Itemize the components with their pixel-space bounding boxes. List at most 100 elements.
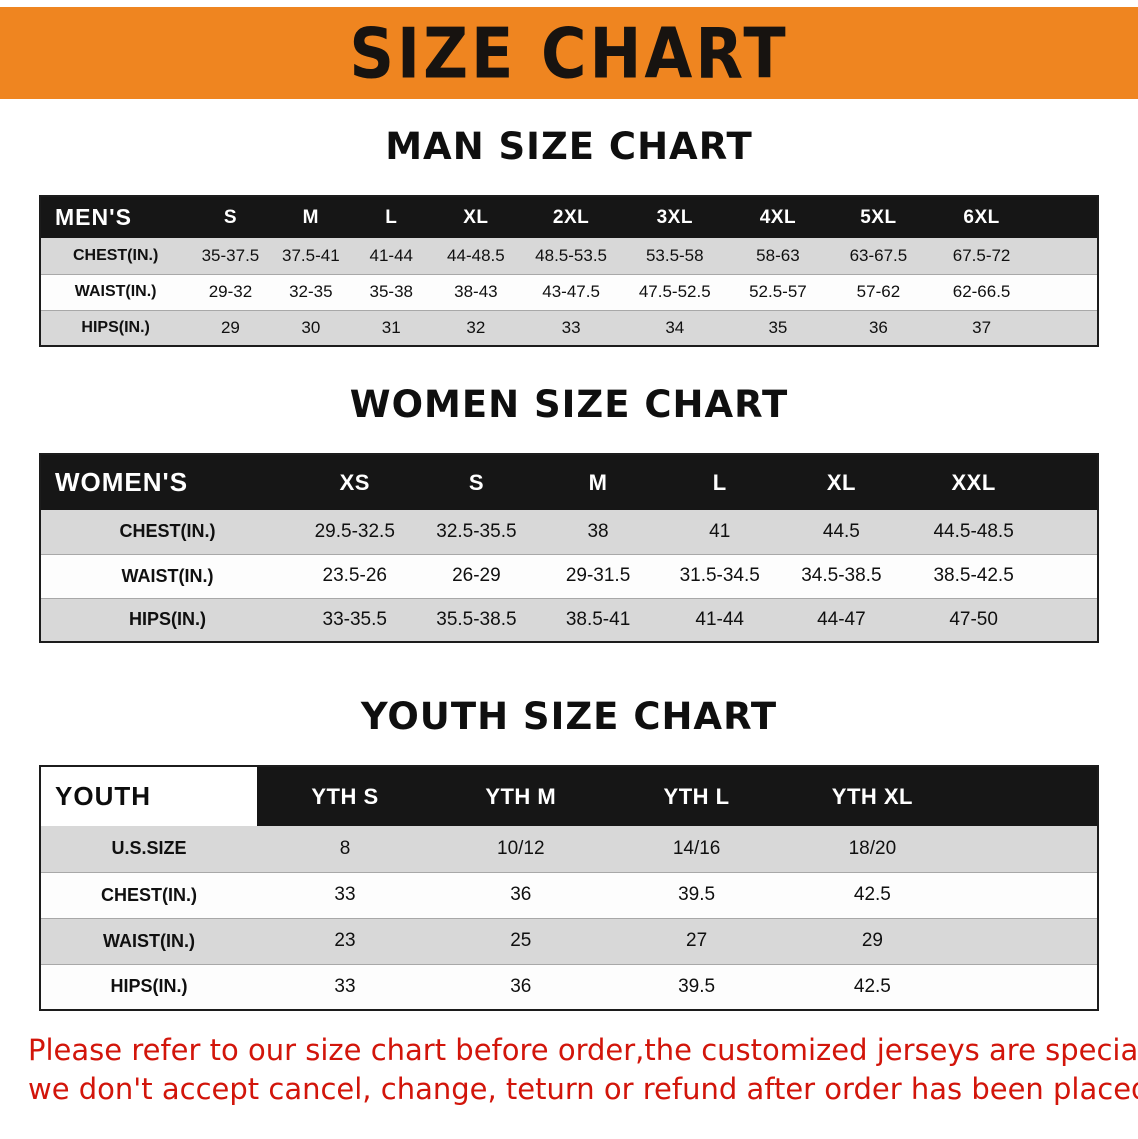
table-row: WAIST(IN.) 29-32 32-35 35-38 38-43 43-47.5 47.… bbox=[40, 274, 1098, 310]
value-cell: 36 bbox=[868, 317, 888, 337]
value-cell: 38-43 bbox=[454, 282, 498, 301]
women-size-table: WOMEN'S XS S M L XL XXL CHEST(IN.) 29.5-32.5 32.5… bbox=[39, 453, 1099, 643]
row-label: HIPS(IN.) bbox=[81, 318, 150, 336]
banner: SIZE CHART bbox=[0, 7, 1138, 99]
value-cell: 29.5-32.5 bbox=[314, 520, 395, 542]
column-header: L bbox=[351, 196, 432, 238]
table-group-label: WOMEN'S bbox=[40, 454, 294, 510]
value-cell: 35-38 bbox=[369, 282, 413, 301]
men-size-chart-section: MAN SIZE CHART MEN'S S M L XL 2XL 3XL 4XL 5XL 6XL… bbox=[0, 125, 1138, 347]
value-cell: 25 bbox=[510, 930, 532, 951]
table-row: HIPS(IN.) 33-35.5 35.5-38.5 38.5-41 41-44 44-… bbox=[40, 598, 1098, 642]
row-filler bbox=[1045, 554, 1098, 598]
row-label: CHEST(IN.) bbox=[101, 884, 198, 905]
table-row: CHEST(IN.) 33 36 39.5 42.5 bbox=[40, 872, 1098, 918]
value-cell: 31.5-34.5 bbox=[679, 565, 760, 586]
value-cell: 48.5-53.5 bbox=[535, 245, 608, 265]
disclaimer-line-2: we don't accept cancel, change, teturn o… bbox=[28, 1072, 1138, 1106]
women-chart-heading: WOMEN SIZE CHART bbox=[349, 383, 789, 426]
column-header: XXL bbox=[902, 454, 1046, 510]
column-header: M bbox=[537, 454, 659, 510]
row-label: HIPS(IN.) bbox=[110, 976, 188, 997]
youth-size-table: YOUTH YTH S YTH M YTH L YTH XL U.S.SIZE 8 10/12… bbox=[39, 765, 1099, 1011]
value-cell: 37 bbox=[972, 317, 992, 337]
value-cell: 44-47 bbox=[817, 608, 866, 630]
value-cell: 29-31.5 bbox=[565, 565, 631, 586]
value-cell: 47.5-52.5 bbox=[638, 282, 711, 301]
value-cell: 32.5-35.5 bbox=[436, 520, 517, 542]
value-cell: 23.5-26 bbox=[322, 565, 387, 586]
row-label: CHEST(IN.) bbox=[119, 521, 216, 542]
value-cell: 34 bbox=[665, 317, 685, 337]
column-header: XL bbox=[431, 196, 521, 238]
value-cell: 44-48.5 bbox=[447, 245, 505, 265]
row-label: CHEST(IN.) bbox=[72, 246, 159, 264]
row-filler bbox=[960, 872, 1098, 918]
women-size-chart-section: WOMEN SIZE CHART WOMEN'S XS S M L XL XXL CHEST(… bbox=[0, 383, 1138, 643]
value-cell: 26-29 bbox=[452, 565, 501, 586]
footer-disclaimer: Please refer to our size chart before or… bbox=[0, 1031, 1138, 1109]
value-cell: 18/20 bbox=[848, 837, 897, 859]
row-filler bbox=[1034, 310, 1098, 346]
disclaimer-line-1: Please refer to our size chart before or… bbox=[28, 1033, 1138, 1067]
value-cell: 43-47.5 bbox=[542, 282, 600, 301]
table-header-row: MEN'S S M L XL 2XL 3XL 4XL 5XL 6XL bbox=[40, 196, 1098, 238]
value-cell: 10/12 bbox=[497, 837, 545, 859]
column-header: S bbox=[415, 454, 538, 510]
column-header: L bbox=[658, 454, 781, 510]
value-cell: 58-63 bbox=[756, 245, 800, 265]
row-label: WAIST(IN.) bbox=[74, 283, 157, 300]
column-header: 6XL bbox=[928, 196, 1035, 238]
header-filler bbox=[960, 766, 1098, 826]
value-cell: 36 bbox=[510, 975, 532, 997]
value-cell: 35.5-38.5 bbox=[436, 608, 517, 630]
column-header: YTH M bbox=[432, 766, 609, 826]
row-filler bbox=[1045, 598, 1098, 642]
value-cell: 29 bbox=[861, 930, 883, 951]
value-cell: 23 bbox=[334, 930, 356, 951]
value-cell: 29-32 bbox=[208, 282, 253, 301]
table-row: WAIST(IN.) 23.5-26 26-29 29-31.5 31.5-34.5 34… bbox=[40, 554, 1098, 598]
value-cell: 53.5-58 bbox=[645, 245, 704, 265]
value-cell: 39.5 bbox=[678, 884, 716, 905]
value-cell: 39.5 bbox=[678, 975, 716, 997]
value-cell: 30 bbox=[301, 317, 321, 337]
table-row: CHEST(IN.) 29.5-32.5 32.5-35.5 38 41 44.5 44.5… bbox=[40, 510, 1098, 554]
value-cell: 38 bbox=[587, 520, 609, 542]
row-filler bbox=[960, 826, 1098, 872]
value-cell: 33 bbox=[334, 884, 356, 905]
row-label: U.S.SIZE bbox=[111, 838, 187, 859]
youth-size-chart-section: YOUTH SIZE CHART YOUTH YTH S YTH M YTH L YTH… bbox=[0, 695, 1138, 1011]
table-header-row: WOMEN'S XS S M L XL XXL bbox=[40, 454, 1098, 510]
column-header: YTH L bbox=[608, 766, 785, 826]
value-cell: 42.5 bbox=[853, 884, 891, 905]
table-row: CHEST(IN.) 35-37.5 37.5-41 41-44 44-48.5 48.5… bbox=[40, 238, 1098, 274]
value-cell: 42.5 bbox=[853, 975, 891, 997]
value-cell: 33 bbox=[561, 317, 581, 337]
row-filler bbox=[1034, 274, 1098, 310]
table-row: HIPS(IN.) 29 30 31 32 33 34 35 36 37 bbox=[40, 310, 1098, 346]
column-header: 5XL bbox=[828, 196, 929, 238]
men-size-table: MEN'S S M L XL 2XL 3XL 4XL 5XL 6XL CHEST(IN.) 35-37… bbox=[39, 195, 1099, 347]
table-row: WAIST(IN.) 23 25 27 29 bbox=[40, 918, 1098, 964]
value-cell: 31 bbox=[381, 317, 401, 337]
row-label: WAIST(IN.) bbox=[121, 565, 214, 586]
value-cell: 33-35.5 bbox=[322, 608, 387, 630]
value-cell: 32-35 bbox=[289, 282, 333, 301]
value-cell: 34.5-38.5 bbox=[801, 565, 882, 586]
column-header: YTH S bbox=[257, 766, 433, 826]
youth-chart-heading: YOUTH SIZE CHART bbox=[360, 695, 778, 738]
value-cell: 67.5-72 bbox=[952, 245, 1011, 265]
header-filler bbox=[1034, 196, 1098, 238]
value-cell: 63-67.5 bbox=[849, 245, 908, 265]
row-filler bbox=[960, 964, 1098, 1010]
value-cell: 47-50 bbox=[949, 608, 998, 630]
column-header: XS bbox=[293, 454, 416, 510]
row-label: HIPS(IN.) bbox=[128, 609, 206, 630]
value-cell: 35-37.5 bbox=[201, 245, 260, 265]
column-header: 2XL bbox=[520, 196, 622, 238]
column-header: 3XL bbox=[621, 196, 728, 238]
value-cell: 41-44 bbox=[369, 245, 413, 265]
value-cell: 52.5-57 bbox=[749, 282, 807, 301]
value-cell: 36 bbox=[510, 884, 532, 905]
